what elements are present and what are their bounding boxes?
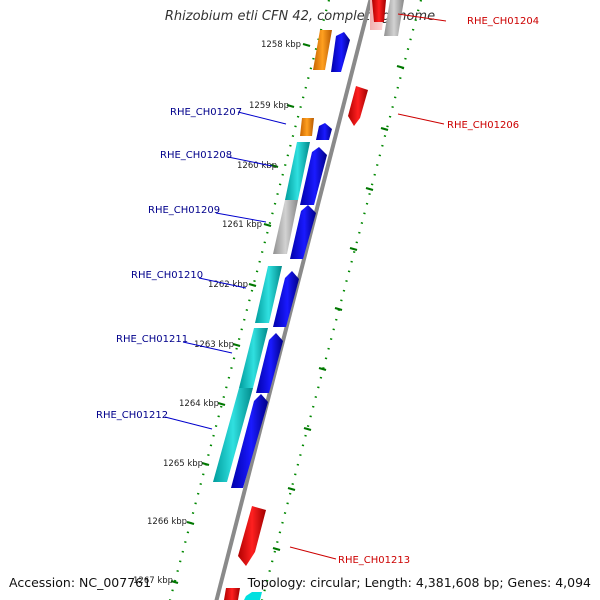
- gene-block-cyan[interactable]: [239, 328, 268, 388]
- gene-label-forward[interactable]: RHE_CH01209: [148, 205, 220, 216]
- cds-arrow-forward[interactable]: [231, 394, 268, 488]
- cds-arrow-forward[interactable]: [300, 147, 327, 205]
- gene-block-gray[interactable]: [384, 0, 404, 36]
- gene-label-forward[interactable]: RHE_CH01207: [170, 107, 242, 118]
- scale-label: 1262 kbp: [208, 280, 248, 290]
- gene-block-gray[interactable]: [273, 200, 298, 254]
- cds-arrow-forward[interactable]: [273, 271, 299, 327]
- cds-arrow-forward[interactable]: [316, 123, 332, 140]
- reverse-cds-track: [238, 0, 404, 566]
- gene-label-forward[interactable]: RHE_CH01208: [160, 150, 232, 161]
- gene-label-reverse[interactable]: RHE_CH01213: [338, 555, 410, 566]
- gene-block-orange[interactable]: [313, 30, 332, 70]
- outer-tick-track: [168, 0, 331, 600]
- gene-label-forward[interactable]: RHE_CH01211: [116, 334, 188, 345]
- gene-label-forward[interactable]: RHE_CH01212: [96, 410, 168, 421]
- cds-arrow-forward[interactable]: [290, 205, 316, 259]
- cds-arrow-reverse[interactable]: [372, 0, 386, 22]
- forward-gene-track: [213, 30, 332, 600]
- forward-cds-track: [231, 32, 350, 600]
- genome-summary: Topology: circular; Length: 4,381,608 bp…: [247, 575, 591, 590]
- cds-arrow-forward[interactable]: [331, 32, 350, 72]
- scale-label: 1264 kbp: [179, 399, 219, 409]
- scale-label: 1260 kbp: [237, 161, 277, 171]
- scale-label: 1265 kbp: [163, 459, 203, 469]
- gene-label-reverse[interactable]: RHE_CH01206: [447, 120, 519, 131]
- cds-arrow-forward[interactable]: [256, 333, 283, 393]
- genome-backbone-line: [214, 0, 373, 600]
- accession-label: Accession: NC_007761: [9, 575, 152, 590]
- gene-block-cyan[interactable]: [285, 142, 310, 200]
- scale-label: 1258 kbp: [261, 40, 301, 50]
- cds-arrow-reverse[interactable]: [238, 506, 266, 566]
- scale-label: 1263 kbp: [194, 340, 234, 350]
- gene-block-red[interactable]: [224, 588, 240, 600]
- scale-label: 1267 kbp: [133, 576, 173, 586]
- gene-block-cyan[interactable]: [213, 388, 253, 482]
- scale-label: 1259 kbp: [249, 101, 289, 111]
- major-ticks: [170, 42, 405, 585]
- gene-label-reverse[interactable]: RHE_CH01204: [467, 16, 539, 27]
- label-leaders: [164, 13, 447, 560]
- gene-label-forward[interactable]: RHE_CH01210: [131, 270, 203, 281]
- gene-block-cyan[interactable]: [255, 266, 282, 323]
- scale-label: 1266 kbp: [147, 517, 187, 527]
- scale-label: 1261 kbp: [222, 220, 262, 230]
- cds-arrow-reverse[interactable]: [348, 86, 368, 126]
- inner-tick-track: [260, 0, 423, 600]
- cds-arrow-forward[interactable]: [244, 592, 262, 600]
- gene-block-orange[interactable]: [300, 118, 314, 136]
